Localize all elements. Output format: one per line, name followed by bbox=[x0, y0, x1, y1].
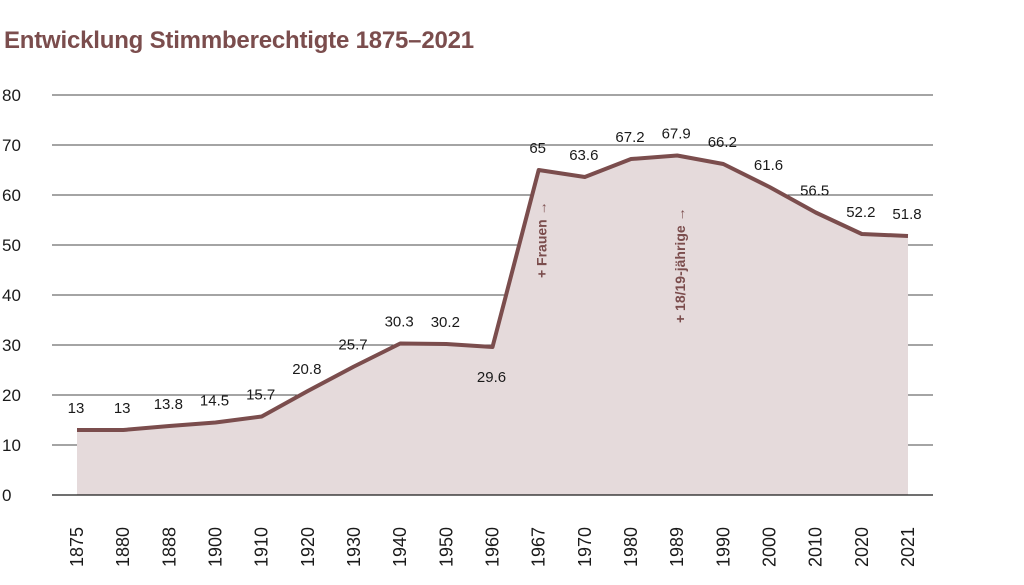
annotations: + Frauen → + 18/19-jährige → bbox=[534, 201, 689, 323]
data-label: 56.5 bbox=[800, 183, 829, 200]
y-tick-label: 60 bbox=[2, 186, 21, 205]
x-tick-label: 1880 bbox=[113, 527, 133, 567]
data-label: 30.2 bbox=[431, 314, 460, 331]
y-tick-label: 70 bbox=[2, 136, 21, 155]
data-label: 29.6 bbox=[477, 369, 506, 386]
x-tick-label: 1950 bbox=[436, 527, 456, 567]
data-label: 13.8 bbox=[154, 396, 183, 413]
data-label: 63.6 bbox=[569, 147, 598, 164]
y-tick-label: 0 bbox=[2, 486, 11, 505]
annotation-label: + 18/19-jährige → bbox=[672, 207, 688, 323]
data-label: 65 bbox=[529, 140, 546, 157]
data-label: 66.2 bbox=[708, 134, 737, 151]
x-tick-label: 1875 bbox=[67, 527, 87, 567]
x-tick-label: 1930 bbox=[344, 527, 364, 567]
x-tick-label: 2020 bbox=[852, 527, 872, 567]
data-label: 13 bbox=[68, 400, 85, 417]
y-tick-label: 20 bbox=[2, 386, 21, 405]
data-label: 67.2 bbox=[615, 129, 644, 146]
y-tick-label: 80 bbox=[2, 86, 21, 105]
data-label: 14.5 bbox=[200, 393, 229, 410]
x-tick-label: 2010 bbox=[806, 527, 826, 567]
y-tick-label: 40 bbox=[2, 286, 21, 305]
data-label: 51.8 bbox=[892, 206, 921, 223]
area-fill bbox=[77, 155, 908, 495]
data-labels: 13 13 13.8 14.5 15.7 20.8 25.7 30.3 30.2 29.6 65 63… bbox=[68, 126, 922, 418]
data-label: 13 bbox=[114, 400, 131, 417]
data-label: 30.3 bbox=[385, 314, 414, 331]
x-tick-label: 1900 bbox=[206, 527, 226, 567]
y-axis-ticks: 0 10 20 30 40 50 60 70 80 bbox=[2, 86, 21, 505]
x-tick-label: 1967 bbox=[529, 527, 549, 567]
chart-title: Entwicklung Stimmberechtigte 1875–2021 bbox=[4, 27, 474, 54]
data-label: 15.7 bbox=[246, 387, 275, 404]
x-tick-label: 2000 bbox=[760, 527, 780, 567]
data-label: 52.2 bbox=[846, 204, 875, 221]
data-label: 25.7 bbox=[338, 337, 367, 354]
series-line bbox=[77, 153, 909, 432]
y-tick-label: 30 bbox=[2, 336, 21, 355]
x-tick-label: 2021 bbox=[898, 527, 918, 567]
x-axis-ticks: 1875 1880 1888 1900 1910 1920 1930 1940 1950 1960… bbox=[67, 527, 918, 567]
x-tick-label: 1920 bbox=[298, 527, 318, 567]
x-tick-label: 1910 bbox=[252, 527, 272, 567]
annotation-label: + Frauen → bbox=[534, 201, 550, 278]
x-tick-label: 1960 bbox=[483, 527, 503, 567]
data-label: 67.9 bbox=[662, 126, 691, 143]
x-tick-label: 1990 bbox=[713, 527, 733, 567]
x-tick-label: 1980 bbox=[621, 527, 641, 567]
x-tick-label: 1888 bbox=[159, 527, 179, 567]
data-label: 61.6 bbox=[754, 157, 783, 174]
y-tick-label: 50 bbox=[2, 236, 21, 255]
x-tick-label: 1970 bbox=[575, 527, 595, 567]
x-tick-label: 1940 bbox=[390, 527, 410, 567]
data-label: 20.8 bbox=[292, 361, 321, 378]
x-tick-label: 1989 bbox=[667, 527, 687, 567]
y-tick-label: 10 bbox=[2, 436, 21, 455]
